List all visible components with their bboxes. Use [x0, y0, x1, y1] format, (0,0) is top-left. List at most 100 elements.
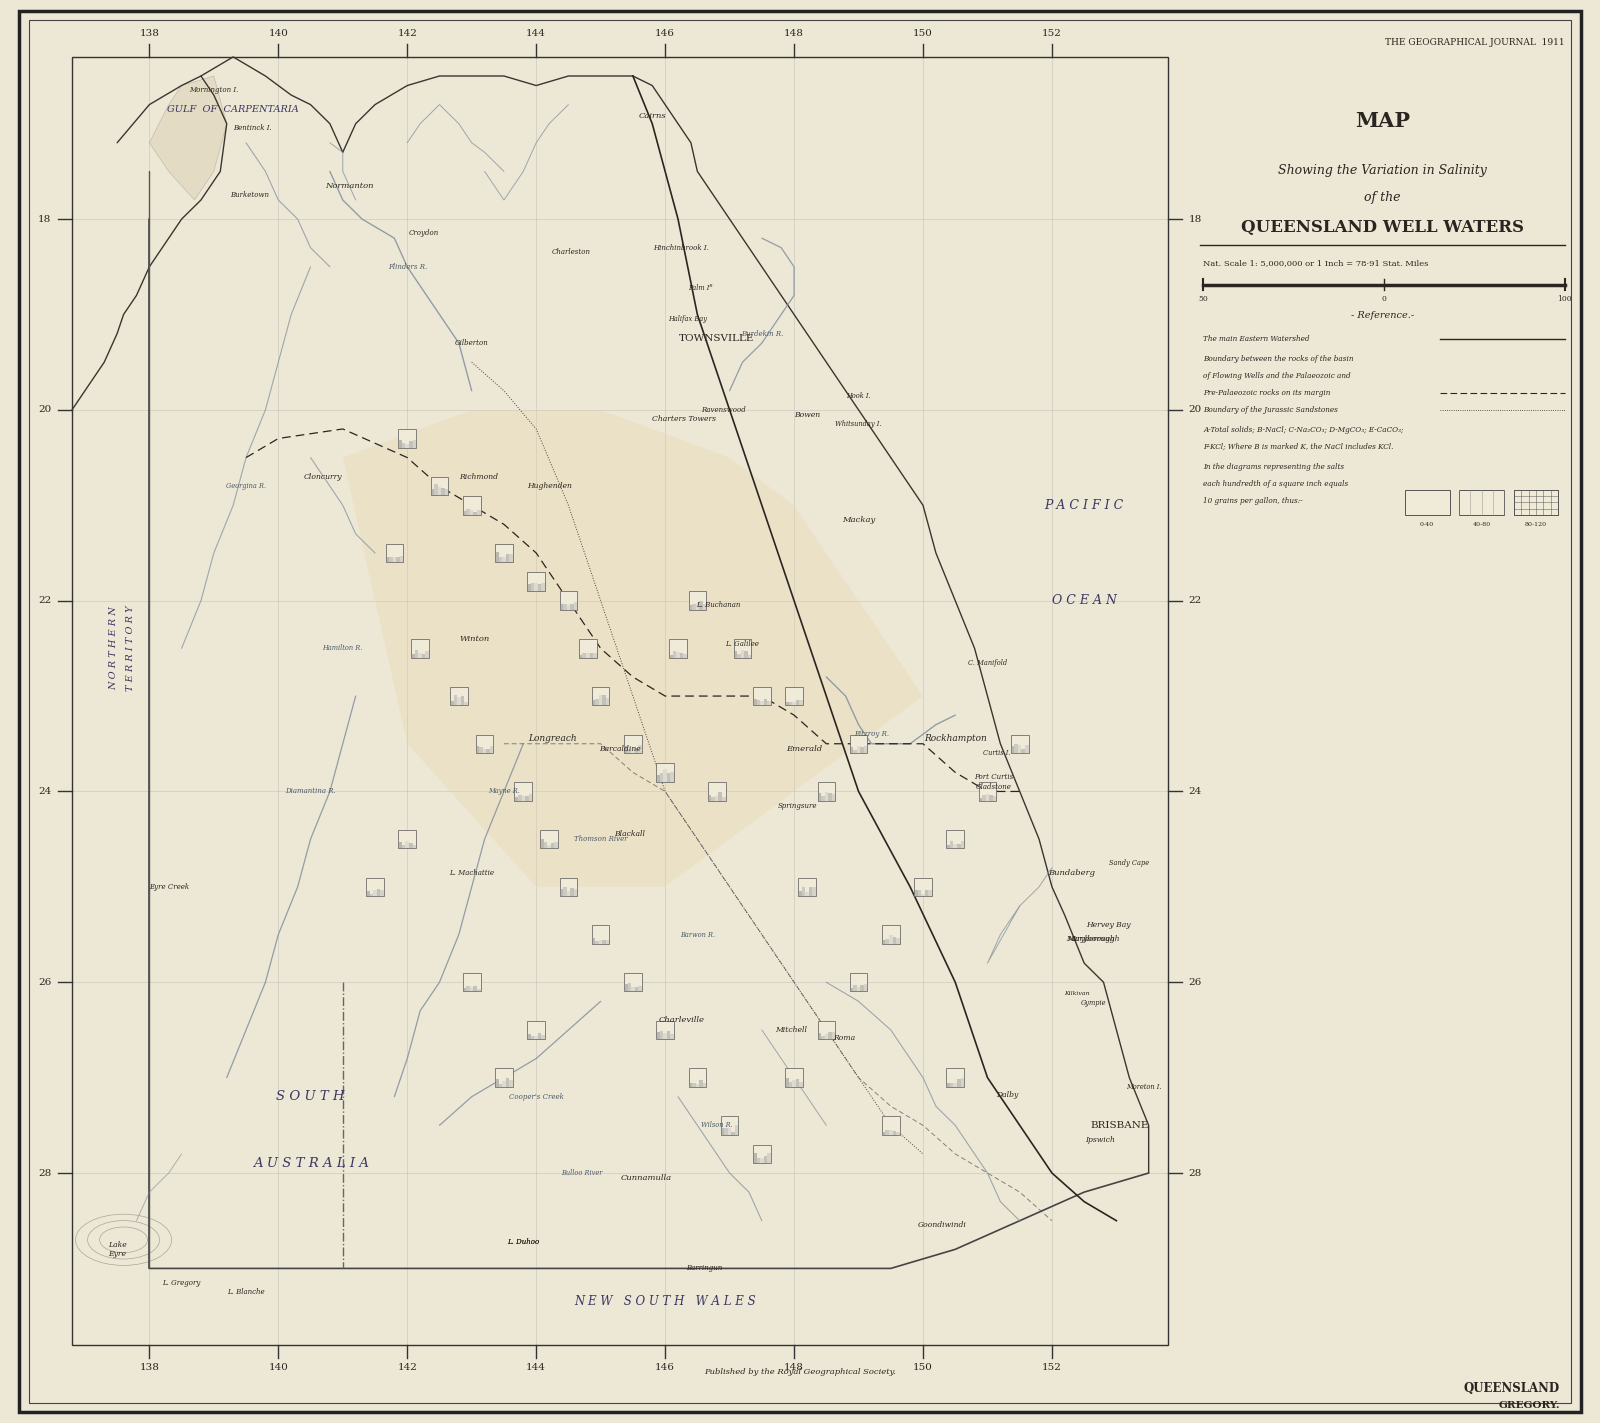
Bar	[856, 746, 861, 753]
Bar	[672, 652, 677, 657]
Bar	[763, 1155, 766, 1163]
Bar	[502, 556, 506, 562]
Bar	[766, 702, 771, 706]
Text: Hughenden: Hughenden	[526, 482, 571, 490]
Bar	[627, 750, 630, 753]
Bar	[805, 892, 808, 896]
Bar	[821, 795, 824, 801]
Bar	[789, 1083, 792, 1087]
Bar	[462, 497, 480, 515]
Text: Blackall: Blackall	[614, 831, 645, 838]
Bar	[458, 697, 461, 706]
Bar	[702, 603, 706, 610]
Bar	[72, 57, 1168, 1345]
Bar	[467, 986, 470, 992]
Bar	[515, 797, 518, 801]
Text: 152: 152	[1042, 1363, 1062, 1372]
Text: TOWNSVILLE: TOWNSVILLE	[678, 334, 754, 343]
Bar	[1014, 744, 1018, 753]
Text: 22: 22	[38, 596, 51, 605]
Bar	[738, 655, 741, 657]
Bar	[885, 1130, 890, 1134]
Bar	[411, 639, 429, 657]
Bar	[795, 1079, 800, 1087]
Text: 10 grains per gallon, thus:-: 10 grains per gallon, thus:-	[1203, 497, 1302, 505]
Bar	[579, 655, 582, 657]
Bar	[373, 891, 376, 896]
Bar	[534, 583, 538, 591]
Bar	[818, 1033, 821, 1039]
Bar	[890, 935, 893, 943]
Bar	[400, 555, 403, 562]
Bar	[715, 795, 718, 801]
Text: Gladstone: Gladstone	[976, 783, 1011, 791]
Bar	[1018, 746, 1021, 753]
Text: Thomson River: Thomson River	[574, 835, 627, 844]
Bar	[707, 783, 725, 801]
Polygon shape	[149, 75, 227, 201]
Bar	[405, 444, 410, 448]
Bar	[725, 1128, 728, 1134]
Text: Kilkivan: Kilkivan	[1064, 992, 1090, 996]
Bar	[808, 888, 813, 896]
Bar	[896, 1133, 899, 1134]
Bar	[890, 1130, 893, 1134]
Bar	[763, 699, 766, 706]
Bar	[950, 1083, 954, 1087]
Bar	[389, 556, 392, 562]
Text: 28: 28	[1189, 1168, 1202, 1177]
Bar	[554, 842, 558, 848]
Bar	[635, 747, 638, 753]
Text: Richmond: Richmond	[459, 472, 498, 481]
Bar	[402, 443, 405, 448]
Bar	[566, 605, 570, 610]
Text: Ipswich: Ipswich	[1085, 1136, 1115, 1144]
Text: Charleville: Charleville	[658, 1016, 704, 1025]
Text: The main Eastern Watershed: The main Eastern Watershed	[1203, 334, 1310, 343]
Bar	[670, 773, 674, 781]
Bar	[494, 1079, 499, 1087]
Bar	[688, 605, 693, 610]
Bar	[462, 511, 467, 515]
Text: Springsure: Springsure	[778, 801, 818, 810]
Bar	[547, 845, 550, 848]
Bar	[947, 1069, 965, 1087]
Bar	[853, 750, 856, 753]
Bar	[893, 938, 896, 943]
Bar	[979, 798, 982, 801]
Text: 0: 0	[1381, 295, 1387, 303]
Text: Barwon R.: Barwon R.	[680, 931, 715, 939]
Bar	[579, 639, 597, 657]
Text: Roma: Roma	[834, 1033, 856, 1042]
Bar	[430, 477, 448, 495]
Bar	[570, 605, 574, 610]
Text: 24: 24	[1189, 787, 1202, 795]
Bar	[722, 797, 725, 801]
Text: Barringun: Barringun	[686, 1265, 722, 1272]
Bar	[528, 1035, 531, 1039]
Bar	[453, 694, 458, 706]
Bar	[667, 1030, 670, 1039]
Bar	[381, 889, 384, 896]
Bar	[688, 1069, 706, 1087]
Bar	[606, 699, 610, 706]
Bar	[582, 653, 586, 657]
Bar	[792, 702, 795, 706]
Bar	[474, 986, 477, 992]
Bar	[598, 694, 603, 706]
Bar	[477, 989, 480, 992]
Text: 144: 144	[526, 30, 546, 38]
Bar	[595, 699, 598, 706]
Text: Flinders R.: Flinders R.	[387, 263, 427, 270]
Bar	[635, 988, 638, 992]
Bar	[531, 1036, 534, 1039]
Text: 40-80: 40-80	[1472, 522, 1491, 528]
Bar	[754, 699, 757, 706]
Text: BRISBANE: BRISBANE	[1091, 1121, 1149, 1130]
Text: QUEENSLAND: QUEENSLAND	[1464, 1382, 1560, 1396]
Bar	[688, 592, 706, 610]
Bar	[563, 887, 566, 896]
Text: Maryborough: Maryborough	[1067, 935, 1120, 943]
Bar	[992, 797, 997, 801]
Bar	[594, 653, 597, 657]
